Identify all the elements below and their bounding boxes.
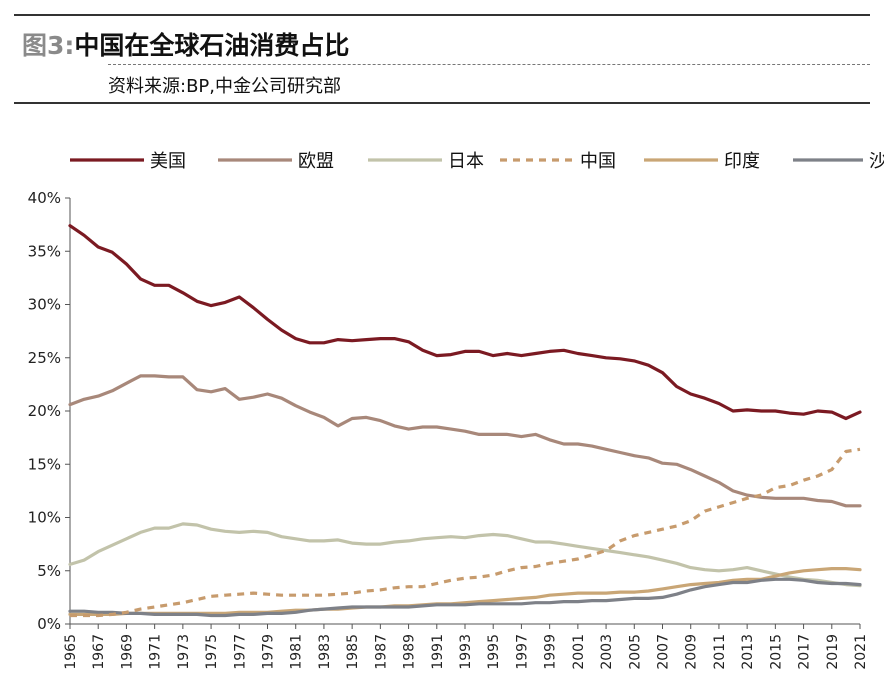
bottom-rule (14, 102, 870, 104)
figure-title: 图3:中国在全球石油消费占比 (22, 26, 349, 62)
x-tick-label: 2003 (599, 634, 615, 670)
y-tick-label: 15% (28, 455, 61, 473)
x-tick-label: 2015 (768, 634, 784, 670)
x-tick-label: 1981 (289, 634, 305, 670)
x-tick-label: 2017 (797, 634, 813, 670)
x-tick-label: 1985 (345, 634, 361, 670)
series-line-5 (68, 567, 862, 616)
x-tick-label: 2007 (656, 634, 672, 670)
x-tick-label: 2001 (571, 634, 587, 670)
x-tick-label: 1983 (317, 634, 333, 670)
top-rule (14, 14, 870, 16)
legend-label-4: 中国 (580, 151, 616, 172)
legend-label-3: 日本 (448, 151, 484, 172)
figure-label: 图3: (22, 31, 75, 60)
y-tick-label: 35% (28, 242, 61, 260)
series-line-2 (68, 374, 862, 508)
x-tick-label: 2005 (627, 634, 643, 670)
y-tick-label: 10% (28, 509, 61, 527)
y-axis: 0% 5% 10% 15% 20% 25% 30% 35% 40% (28, 189, 71, 633)
series-line-6 (68, 577, 862, 618)
page-title: 中国在全球石油消费占比 (74, 31, 350, 60)
x-tick-label: 1965 (63, 634, 79, 670)
x-tick-label: 1971 (148, 634, 164, 670)
series-line-3 (68, 522, 862, 588)
series-line-1 (68, 224, 862, 421)
x-tick-label: 1979 (261, 634, 277, 670)
dotted-divider (108, 64, 870, 65)
legend-label-6: 沙特 (869, 151, 884, 172)
x-axis: 1965 1967 1969 1971 1973 1975 1977 1979 1981 1983… (63, 623, 869, 670)
legend-label-2: 欧盟 (298, 151, 334, 172)
chart-series (68, 224, 862, 618)
oil-consumption-share-chart: 美国 欧盟 日本 中国 印度 沙特 0% 5% 10% 15% 20% 25% 30% 35% 40% 1… (28, 151, 884, 670)
x-tick-label: 1997 (514, 634, 530, 670)
x-tick-label: 2021 (853, 634, 869, 670)
x-tick-label: 2019 (825, 634, 841, 670)
y-tick-label: 0% (37, 615, 61, 633)
x-tick-label: 1989 (402, 634, 418, 670)
x-tick-label: 1995 (486, 634, 502, 670)
chart-legend: 美国 欧盟 日本 中国 印度 沙特 (70, 151, 884, 172)
x-tick-label: 1967 (91, 634, 107, 670)
y-tick-label: 25% (28, 349, 61, 367)
x-tick-label: 1975 (204, 634, 220, 670)
x-tick-label: 1977 (232, 634, 248, 670)
x-tick-label: 2013 (740, 634, 756, 670)
x-tick-label: 1969 (119, 634, 135, 670)
y-tick-label: 5% (37, 562, 61, 580)
x-tick-label: 2011 (712, 634, 728, 670)
x-tick-label: 2009 (684, 634, 700, 670)
x-tick-label: 1991 (430, 634, 446, 670)
series-line-4 (70, 447, 861, 618)
source-note: 资料来源:BP,中金公司研究部 (108, 76, 341, 97)
y-tick-label: 40% (28, 189, 61, 207)
legend-label-1: 美国 (150, 151, 186, 172)
x-tick-label: 1993 (458, 634, 474, 670)
x-tick-label: 1973 (176, 634, 192, 670)
y-tick-label: 20% (28, 402, 61, 420)
x-tick-label: 1987 (373, 634, 389, 670)
x-tick-label: 1999 (543, 634, 559, 670)
y-tick-label: 30% (28, 296, 61, 314)
legend-label-5: 印度 (724, 151, 760, 172)
